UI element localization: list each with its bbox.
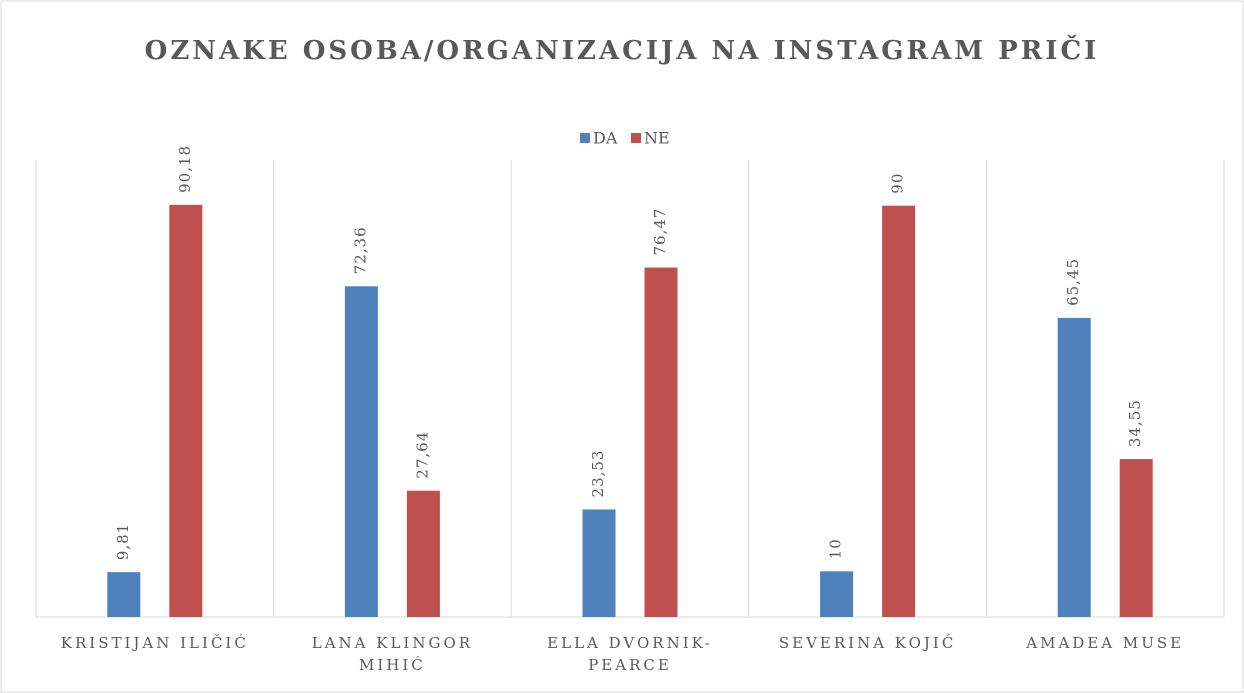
bar [582, 509, 616, 617]
x-tick-label: ELLA DVORNIK-PEARCE [547, 634, 713, 674]
bar [107, 572, 141, 617]
data-label: 10 [827, 538, 845, 559]
x-tick-label: LANA KLINGOR MIHIĆ [311, 634, 474, 674]
legend-swatch [631, 133, 641, 143]
legend-swatch [580, 133, 590, 143]
data-label: 65,45 [1064, 258, 1082, 306]
data-label: 90,18 [176, 145, 194, 193]
bar [169, 204, 203, 618]
bar [1119, 459, 1153, 617]
bar [644, 267, 678, 617]
chart-title: OZNAKE OSOBA/ORGANIZACIJA NA INSTAGRAM P… [145, 34, 1100, 66]
bar [406, 490, 440, 617]
legend-label: DA [593, 129, 618, 148]
data-label: 34,55 [1126, 399, 1144, 447]
x-tick-label: AMADEA MUSE [1026, 634, 1185, 652]
x-tick-label: KRISTIJAN ILIČIĆ [60, 634, 249, 652]
bar [1057, 317, 1091, 617]
x-tick-label: SEVERINA KOJIĆ [778, 634, 957, 652]
data-label: 9,81 [114, 523, 132, 560]
legend-label: NE [644, 129, 670, 148]
data-label: 72,36 [351, 226, 369, 274]
data-label: 27,64 [413, 431, 431, 479]
bar [820, 571, 854, 617]
bar [344, 286, 378, 617]
bar [882, 205, 916, 617]
data-label: 90 [889, 173, 907, 194]
data-label: 23,53 [589, 450, 607, 498]
data-label: 76,47 [651, 208, 669, 256]
